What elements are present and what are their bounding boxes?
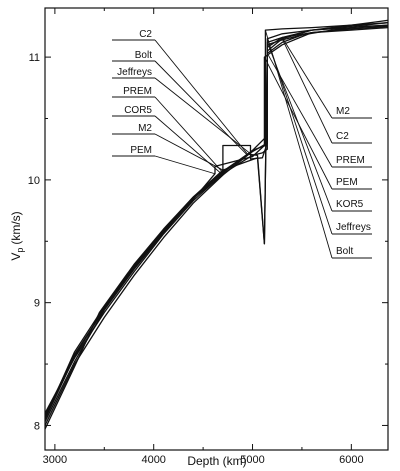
left-label-c2: C2 bbox=[139, 29, 152, 40]
y-tick-label: 9 bbox=[34, 298, 40, 310]
y-axis-label-units: (km/s) bbox=[9, 211, 23, 244]
left-label-leader bbox=[154, 77, 253, 156]
left-label-cor5: COR5 bbox=[124, 105, 152, 116]
left-label-leader bbox=[154, 133, 224, 171]
y-tick-label: 10 bbox=[28, 175, 40, 187]
right-label-c2: C2 bbox=[336, 131, 349, 142]
right-label-jeffreys: Jeffreys bbox=[336, 222, 371, 233]
y-axis-label-symbol: V bbox=[9, 253, 23, 261]
curve-cor5 bbox=[44, 25, 389, 423]
left-label-m2: M2 bbox=[138, 123, 152, 134]
curve-kor5 bbox=[44, 25, 389, 418]
axis-ticks: 3000 4000 5000 6000 8 9 10 11 bbox=[28, 8, 388, 466]
curve-m2 bbox=[44, 22, 389, 430]
left-label-leader bbox=[154, 155, 216, 175]
left-label-prem: PREM bbox=[123, 86, 152, 97]
right-label-kor5: KOR5 bbox=[336, 199, 364, 210]
curve-jeffreys bbox=[44, 24, 389, 414]
label-leader-lines bbox=[112, 29, 372, 259]
svg-text:Vp(km/s): Vp (km/s) bbox=[9, 211, 25, 260]
left-label-bolt: Bolt bbox=[135, 50, 152, 61]
right-label-m2: M2 bbox=[336, 106, 350, 117]
right-label-leader bbox=[266, 38, 333, 235]
model-labels: C2 Bolt Jeffreys PREM COR5 M2 PEM M2 C2 PREM PEM KO… bbox=[117, 29, 371, 257]
right-label-pem: PEM bbox=[336, 177, 358, 188]
plot-frame bbox=[44, 7, 389, 451]
y-axis-label-subscript: p bbox=[15, 248, 25, 253]
x-tick-label: 5000 bbox=[240, 454, 264, 466]
right-label-leader bbox=[264, 29, 333, 259]
right-label-bolt: Bolt bbox=[336, 246, 353, 257]
curve-c2 bbox=[44, 19, 389, 420]
right-label-leader bbox=[281, 38, 333, 144]
y-tick-label: 8 bbox=[34, 420, 40, 432]
right-label-prem: PREM bbox=[336, 155, 365, 166]
velocity-curves bbox=[44, 19, 389, 430]
left-label-jeffreys: Jeffreys bbox=[117, 67, 152, 78]
right-label-leader bbox=[281, 37, 333, 119]
plot-border bbox=[44, 7, 389, 451]
x-tick-label: 4000 bbox=[141, 454, 165, 466]
left-label-pem: PEM bbox=[130, 145, 152, 156]
y-tick-label: 11 bbox=[29, 52, 40, 64]
x-tick-label: 6000 bbox=[339, 454, 363, 466]
left-label-leader bbox=[154, 39, 248, 155]
left-label-leader bbox=[154, 96, 224, 173]
x-tick-label: 3000 bbox=[43, 454, 67, 466]
left-label-leader bbox=[154, 115, 224, 176]
y-axis-label: Vp (km/s) bbox=[9, 211, 25, 260]
x-axis-label: Depth (km) bbox=[187, 454, 246, 468]
